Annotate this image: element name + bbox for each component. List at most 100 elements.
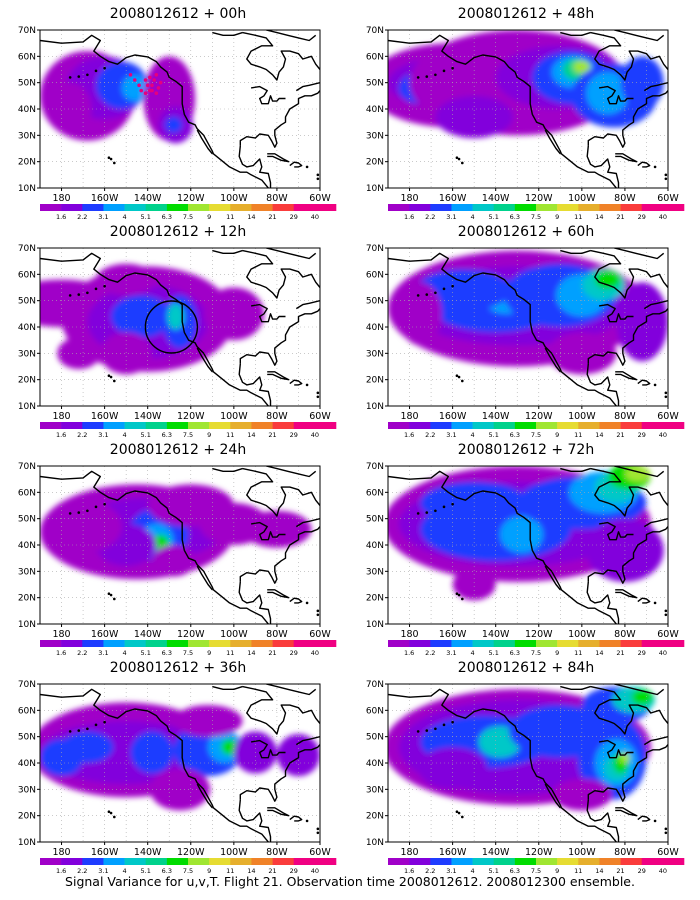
flight-track-dot	[152, 78, 156, 82]
coastlines	[388, 248, 668, 406]
colorbar-swatch	[514, 204, 537, 211]
grid-lines	[40, 684, 320, 842]
longitude-tick-label: 120W	[525, 847, 553, 858]
colorbar-label: 14	[247, 867, 255, 873]
figure-caption: Signal Variance for u,v,T. Flight 21. Ob…	[65, 874, 635, 889]
latitude-tick-label: 40N	[18, 105, 36, 115]
flight-track-dot	[132, 78, 137, 82]
colorbar-label: 14	[595, 213, 603, 219]
latitude-tick-label: 10N	[18, 838, 36, 848]
colorbar-swatch	[230, 204, 252, 211]
colorbar-swatch	[430, 422, 452, 429]
colorbar-label: 11	[574, 649, 582, 655]
colorbar-swatch	[557, 204, 579, 211]
flight-track-dot	[154, 91, 159, 95]
colorbar-swatch	[388, 204, 410, 211]
colorbar-swatch	[209, 858, 231, 865]
panel-title: 2008012612 + 48h	[457, 6, 595, 22]
colorbar-label: 40	[659, 867, 667, 873]
colorbar-label: 1.6	[404, 431, 414, 437]
colorbar-label: 14	[247, 431, 255, 437]
latitude-tick-label: 40N	[18, 541, 36, 551]
colorbar-label: 40	[659, 649, 667, 655]
colorbar-label: 7.5	[183, 431, 193, 437]
longitude-tick-label: 60W	[309, 629, 331, 640]
colorbar-swatch	[103, 204, 125, 211]
colorbar-label: 1.6	[56, 213, 66, 219]
latitude-tick-label: 50N	[18, 733, 36, 743]
latitude-tick-label: 40N	[366, 541, 384, 551]
variance-contour	[152, 534, 170, 551]
colorbar-label: 5.1	[141, 649, 151, 655]
colorbar-swatch	[599, 204, 621, 211]
colorbar-swatch	[272, 204, 295, 211]
colorbar-swatch	[82, 204, 104, 211]
latitude-tick-label: 10N	[18, 184, 36, 194]
colorbar-label: 11	[574, 213, 582, 219]
grid-lines	[40, 248, 320, 406]
colorbar-swatch	[61, 204, 83, 211]
colorbar-label: 5.1	[489, 867, 499, 873]
colorbar: 1.6 2.2 3.1 4 5.1 6.3 7.5 9 11 14 21 29 40	[388, 204, 685, 219]
colorbar-label: 7.5	[183, 649, 193, 655]
longitude-tick-label: 100W	[220, 629, 248, 640]
colorbar-swatch	[124, 858, 147, 865]
colorbar-label: 1.6	[404, 867, 414, 873]
colorbar-label: 6.3	[162, 649, 172, 655]
longitude-tick-label: 80W	[614, 411, 636, 422]
coastlines	[388, 684, 668, 842]
longitude-tick-label: 60W	[657, 411, 679, 422]
colorbar-swatch	[430, 858, 452, 865]
grid-lines	[388, 248, 668, 406]
colorbar-label: 14	[595, 431, 603, 437]
longitude-tick-label: 180	[400, 629, 418, 640]
latitude-tick-label: 70N	[18, 244, 36, 254]
variance-contour	[111, 295, 172, 338]
colorbar: 1.6 2.2 3.1 4 5.1 6.3 7.5 9 11 14 21 29 40	[388, 640, 685, 655]
variance-contour	[594, 270, 621, 289]
map-panel: 2008012612 + 00h 70N 60N 50N 40N 30N 20N 10N 180…	[8, 4, 348, 219]
longitude-tick-label: 100W	[568, 411, 596, 422]
colorbar-swatch	[145, 858, 168, 865]
map-plot: 70N 60N 50N 40N 30N 20N 10N 180 160W 140W 120W 100W…	[366, 244, 685, 437]
colorbar-label: 6.3	[510, 431, 520, 437]
colorbar-label: 1.6	[56, 649, 66, 655]
colorbar-label: 6.3	[510, 213, 520, 219]
colorbar-swatch	[430, 640, 452, 647]
colorbar-swatch	[166, 858, 189, 865]
colorbar-label: 3.1	[446, 649, 456, 655]
colorbar-swatch	[641, 422, 664, 429]
colorbar-label: 2.2	[77, 649, 87, 655]
longitude-tick-label: 160W	[91, 629, 119, 640]
longitude-tick-label: 180	[400, 411, 418, 422]
longitude-tick-label: 60W	[657, 847, 679, 858]
coastlines	[40, 248, 320, 406]
colorbar-swatch	[145, 204, 168, 211]
colorbar-label: 14	[595, 649, 603, 655]
colorbar-label: 21	[268, 867, 276, 873]
colorbar-swatch	[493, 204, 516, 211]
colorbar-label: 21	[616, 649, 624, 655]
panel-title: 2008012612 + 24h	[109, 442, 247, 458]
variance-contour	[631, 689, 653, 706]
colorbar-label: 3.1	[98, 213, 108, 219]
colorbar-swatch	[82, 422, 104, 429]
latitude-tick-label: 30N	[366, 785, 384, 795]
colorbar-label: 21	[268, 431, 276, 437]
latitude-tick-label: 70N	[18, 26, 36, 36]
colorbar-swatch	[124, 204, 147, 211]
colorbar-swatch	[472, 204, 495, 211]
colorbar-swatch	[251, 858, 273, 865]
variance-contour	[220, 739, 239, 756]
longitude-tick-label: 120W	[525, 629, 553, 640]
latitude-tick-label: 60N	[18, 706, 36, 716]
colorbar-label: 7.5	[531, 649, 541, 655]
colorbar-label: 4	[471, 649, 475, 655]
variance-contour	[500, 516, 544, 553]
colorbar-label: 4	[123, 431, 127, 437]
colorbar-label: 5.1	[141, 213, 151, 219]
longitude-tick-label: 160W	[91, 193, 119, 204]
latitude-tick-label: 70N	[18, 462, 36, 472]
colorbar-label: 1.6	[56, 867, 66, 873]
flight-track-dot	[143, 91, 148, 95]
